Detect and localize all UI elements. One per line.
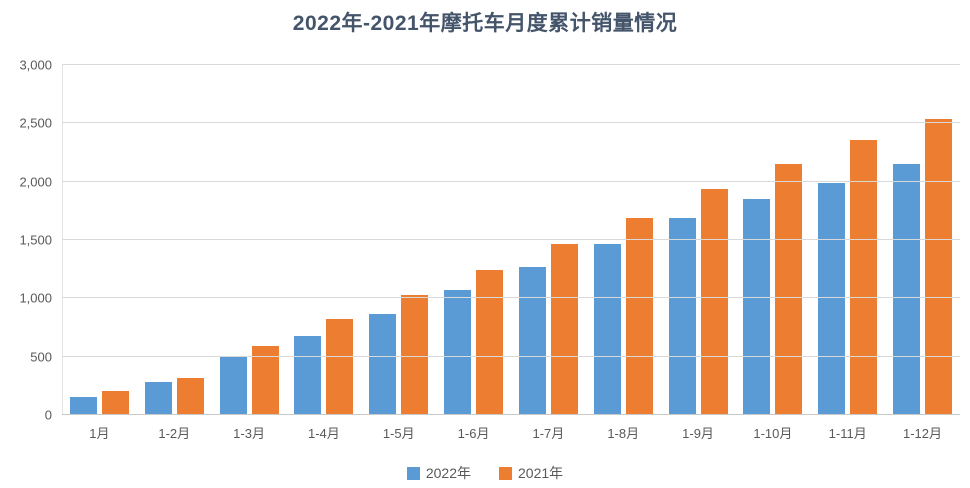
x-tick-label: 1-5月 bbox=[382, 426, 415, 441]
bar-2022年-1-2月 bbox=[144, 382, 172, 415]
x-axis-labels: 1月 1-2月 1-3月 1-4月 1-5月 1-6月 1-7月 1-8月 1-9月 1-10月 1… bbox=[62, 423, 960, 442]
bar-2022年-1-5月 bbox=[369, 313, 397, 415]
bar-2021年-1-10月 bbox=[775, 163, 803, 415]
gridline bbox=[62, 180, 960, 182]
bar-2021年-1-3月 bbox=[251, 346, 279, 415]
bar-2022年-1-3月 bbox=[219, 356, 247, 415]
bar-group bbox=[661, 65, 736, 415]
legend-item-2022年: 2022年 bbox=[406, 463, 471, 483]
chart-title: 2022年-2021年摩托车月度累计销量情况 bbox=[292, 12, 678, 35]
bar-2021年-1-8月 bbox=[625, 217, 653, 415]
y-tick-label: 3,000 bbox=[19, 57, 52, 73]
x-tick-label: 1-2月 bbox=[158, 426, 191, 441]
x-tick-label: 1月 bbox=[89, 426, 110, 441]
bar-2022年-1-8月 bbox=[593, 243, 621, 415]
x-tick-label: 1-8月 bbox=[607, 426, 640, 441]
x-tick-label: 1-4月 bbox=[308, 426, 340, 441]
bar-group bbox=[885, 65, 960, 415]
bar-2021年-1月 bbox=[101, 390, 129, 415]
bar-group bbox=[810, 65, 885, 415]
bar-2021年-1-2月 bbox=[176, 377, 204, 415]
bar-2022年-1-11月 bbox=[818, 183, 846, 415]
x-tick-label: 1-9月 bbox=[682, 426, 714, 441]
x-tick-label: 1-11月 bbox=[828, 426, 867, 441]
bar-2021年-1-12月 bbox=[925, 119, 953, 415]
y-tick-label: 0 bbox=[44, 407, 52, 423]
bar-2022年-1-7月 bbox=[518, 266, 546, 415]
x-tick-label: 1-12月 bbox=[903, 426, 943, 441]
bar-group bbox=[586, 65, 661, 415]
bar-group bbox=[511, 65, 586, 415]
bar-2022年-1-12月 bbox=[893, 163, 921, 415]
legend-swatch-icon bbox=[499, 466, 512, 480]
legend-label: 2022年 bbox=[425, 465, 471, 481]
bar-2022年-1-4月 bbox=[294, 335, 322, 415]
x-tick-label: 1-10月 bbox=[753, 426, 793, 441]
y-tick-label: 1,000 bbox=[19, 290, 52, 306]
chart-legend: 2022年 2021年 bbox=[0, 463, 970, 483]
bar-2022年-1月 bbox=[69, 396, 97, 415]
bar-2022年-1-9月 bbox=[668, 218, 696, 415]
x-tick-label: 1-6月 bbox=[457, 426, 490, 441]
plot-area bbox=[62, 64, 960, 415]
y-tick-label: 1,500 bbox=[19, 232, 52, 248]
bar-group bbox=[212, 65, 287, 415]
y-tick-label: 2,500 bbox=[19, 115, 52, 131]
x-tick-label: 1-7月 bbox=[532, 426, 565, 441]
bar-2022年-1-10月 bbox=[743, 199, 771, 415]
x-axis-baseline bbox=[62, 414, 960, 415]
bar-group bbox=[137, 65, 212, 415]
bar-group bbox=[361, 65, 436, 415]
bar-2021年-1-9月 bbox=[700, 188, 728, 415]
y-tick-label: 500 bbox=[30, 349, 52, 365]
gridline bbox=[62, 122, 960, 124]
legend-item-2021年: 2021年 bbox=[499, 463, 563, 483]
gridline bbox=[62, 239, 960, 240]
bar-group bbox=[62, 65, 137, 415]
bar-group bbox=[286, 65, 361, 415]
bar-group bbox=[436, 65, 511, 415]
bar-2021年-1-11月 bbox=[850, 139, 878, 415]
bar-group bbox=[735, 65, 810, 415]
bar-2021年-1-5月 bbox=[401, 294, 429, 415]
gridline bbox=[62, 297, 960, 299]
gridline bbox=[62, 64, 960, 65]
legend-label: 2021年 bbox=[518, 465, 564, 481]
bar-2021年-1-6月 bbox=[476, 269, 504, 415]
y-axis-line bbox=[62, 65, 63, 415]
gridline bbox=[62, 355, 960, 357]
legend-swatch-icon bbox=[406, 466, 420, 480]
bar-2022年-1-6月 bbox=[444, 290, 472, 415]
y-tick-label: 2,000 bbox=[19, 174, 52, 190]
x-tick-label: 1-3月 bbox=[233, 426, 265, 441]
bar-2021年-1-4月 bbox=[326, 318, 354, 415]
bar-groups bbox=[62, 65, 960, 415]
bar-2021年-1-7月 bbox=[550, 243, 578, 415]
